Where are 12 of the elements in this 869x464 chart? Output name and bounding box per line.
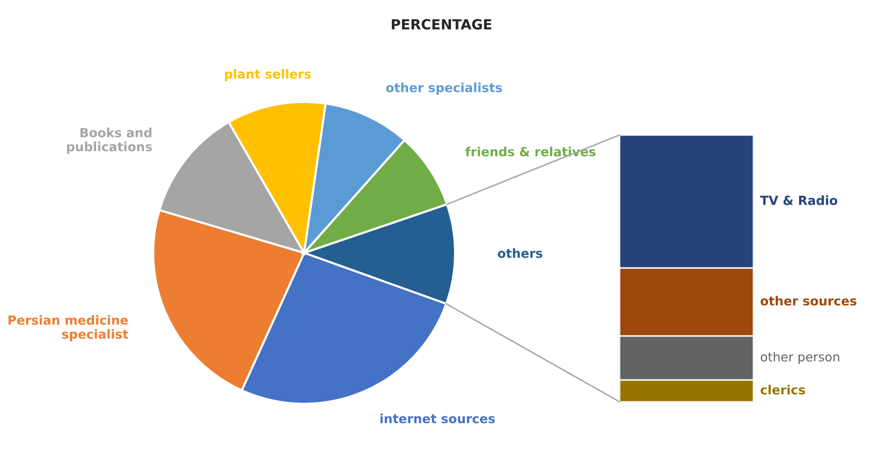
- series-label: other person: [760, 352, 840, 364]
- slice-label: friends & relatives: [465, 146, 596, 156]
- slice-label: internet sources: [380, 414, 495, 424]
- slice-label: plant sellers: [225, 68, 311, 82]
- series-label: other sources: [760, 296, 856, 306]
- slice-label: other specialists: [386, 82, 502, 95]
- slice-label: Books and publications: [67, 128, 152, 154]
- series-label: clerics: [760, 384, 805, 395]
- slice-label: others: [498, 248, 542, 258]
- slice-label: Persian medicine specialist: [8, 315, 128, 342]
- series-label: TV & Radio: [760, 195, 838, 206]
- chart-title: PERCENTAGE: [392, 19, 492, 30]
